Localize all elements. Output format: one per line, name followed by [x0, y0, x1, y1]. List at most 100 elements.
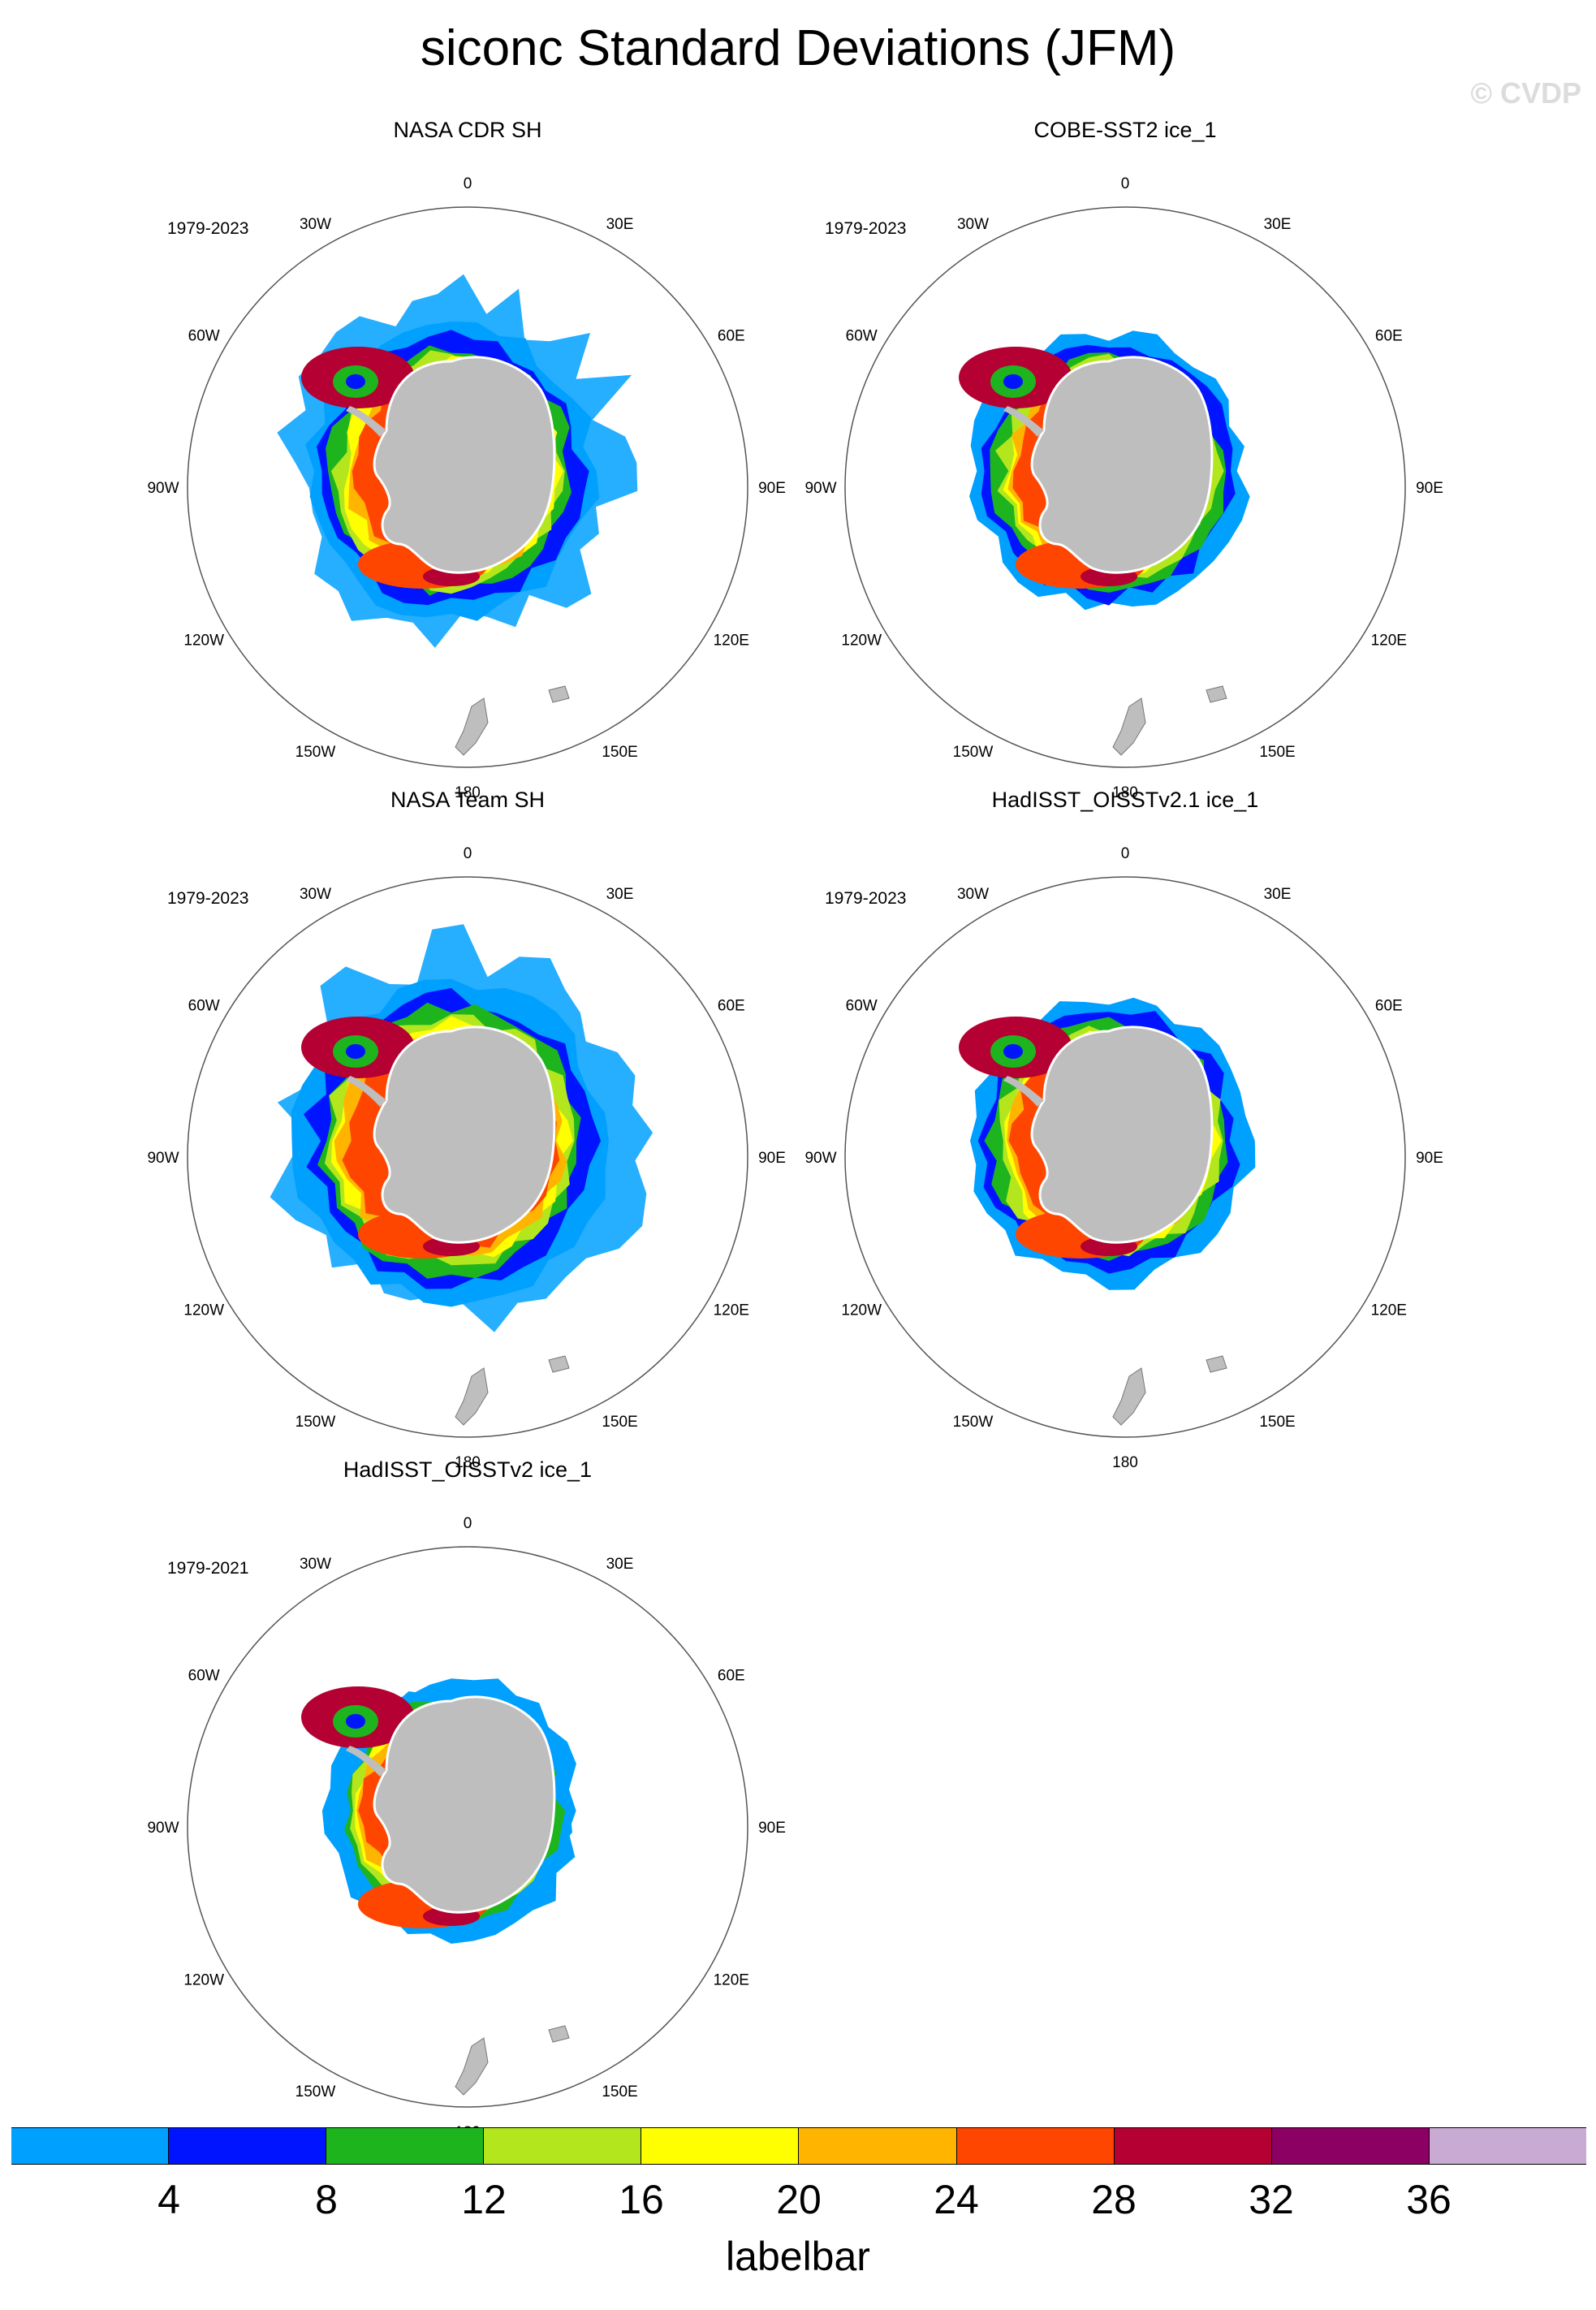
longitude-label: 90E	[1416, 1150, 1443, 1167]
longitude-label: 30W	[300, 216, 331, 233]
longitude-label: 150W	[295, 2083, 336, 2101]
colorbar-box	[1114, 2128, 1272, 2164]
longitude-label: 120W	[183, 1972, 224, 1989]
antarctica-landmass	[373, 356, 556, 574]
period-label: 1979-2023	[825, 889, 907, 908]
longitude-label: 120E	[1371, 1302, 1407, 1319]
longitude-label: 30W	[957, 886, 989, 903]
longitude-label: 180	[1112, 1454, 1138, 1471]
map-panel-nasa-cdr: NASA CDR SH 1979-2023 0 30E 60E 90E 120E 150E…	[143, 118, 792, 812]
antarctic-peninsula	[1003, 1076, 1044, 1107]
longitude-label: 150W	[953, 1414, 994, 1431]
colorbar-box	[326, 2128, 485, 2164]
colorbar-box	[1271, 2128, 1430, 2164]
longitude-label: 0	[464, 175, 472, 192]
map-boundary	[844, 876, 1406, 1438]
panel-title: NASA Team SH	[390, 788, 546, 812]
colorbar-caption: labelbar	[726, 2234, 870, 2279]
longitude-label: 150E	[1259, 1414, 1295, 1431]
colorbar-tick-label: 16	[619, 2177, 664, 2222]
longitude-label: 60W	[188, 1668, 220, 1685]
antarctic-peninsula	[1003, 406, 1044, 437]
longitude-label: 120W	[841, 1302, 882, 1319]
tasmania-landmass	[548, 2025, 570, 2043]
tasmania-landmass	[548, 1355, 570, 1373]
longitude-label: 90E	[1416, 480, 1443, 497]
map-panel-nasa-team: NASA Team SH 1979-2023 0 30E 60E 90E 120E 150…	[143, 788, 792, 1482]
longitude-label: 30W	[300, 886, 331, 903]
longitude-label: 120E	[714, 1302, 749, 1319]
panel-title: HadISST_OISSTv2.1 ice_1	[991, 788, 1259, 812]
colorbar-box	[11, 2128, 170, 2164]
longitude-label: 60E	[718, 328, 745, 345]
longitude-label: 0	[464, 845, 472, 862]
antarctic-peninsula	[346, 406, 386, 437]
colorbar	[11, 2127, 1586, 2165]
longitude-label: 60W	[188, 328, 220, 345]
colorbar-tick-label: 24	[934, 2177, 979, 2222]
colorbar-tick-label: 8	[315, 2177, 338, 2222]
longitude-label: 60E	[1375, 328, 1403, 345]
longitude-label: 150E	[602, 744, 637, 761]
longitude-label: 60E	[718, 998, 745, 1015]
longitude-label: 60W	[846, 998, 878, 1015]
colorbar-box	[956, 2128, 1115, 2164]
longitude-label: 0	[464, 1515, 472, 1532]
colorbar-tick-label: 12	[461, 2177, 507, 2222]
longitude-label: 0	[1121, 175, 1130, 192]
map-boundary	[187, 876, 748, 1438]
longitude-label: 90E	[758, 1820, 786, 1837]
colorbar-tick-label: 20	[776, 2177, 822, 2222]
longitude-label: 120W	[841, 633, 882, 650]
new-zealand-landmass	[1112, 1367, 1146, 1426]
longitude-label: 120W	[183, 1302, 224, 1319]
colorbar-box	[641, 2128, 800, 2164]
new-zealand-landmass	[455, 1367, 489, 1426]
longitude-label: 150E	[602, 2083, 637, 2101]
longitude-label: 90W	[804, 480, 836, 497]
antarctica-landmass	[1030, 356, 1214, 574]
map-boundary	[187, 1546, 748, 2108]
longitude-label: 120W	[183, 633, 224, 650]
longitude-label: 30E	[1264, 886, 1292, 903]
longitude-label: 90E	[758, 480, 786, 497]
colorbar-box	[799, 2128, 957, 2164]
panel-title: COBE-SST2 ice_1	[1033, 118, 1217, 142]
antarctica-landmass	[1030, 1025, 1214, 1244]
longitude-label: 120E	[1371, 633, 1407, 650]
map-boundary	[187, 206, 748, 768]
period-label: 1979-2023	[167, 219, 249, 238]
map-panel-cobe-sst2: COBE-SST2 ice_1 1979-2023 0 30E 60E 90E 120E…	[800, 118, 1450, 812]
colorbar-tick-label: 28	[1091, 2177, 1137, 2222]
longitude-label: 90W	[147, 1150, 179, 1167]
longitude-label: 150W	[953, 744, 994, 761]
longitude-label: 60W	[846, 328, 878, 345]
tasmania-landmass	[1206, 685, 1227, 703]
tasmania-landmass	[1206, 1355, 1227, 1373]
period-label: 1979-2021	[167, 1559, 249, 1578]
weddell-sea-core	[1003, 1044, 1023, 1059]
longitude-label: 120E	[714, 633, 749, 650]
longitude-label: 150E	[602, 1414, 637, 1431]
colorbar-box	[1429, 2128, 1586, 2164]
watermark: © CVDP	[1470, 76, 1581, 110]
antarctica-landmass	[373, 1695, 556, 1914]
weddell-sea-core	[346, 374, 365, 389]
longitude-label: 30W	[300, 1556, 331, 1573]
weddell-sea-core	[1003, 374, 1023, 389]
longitude-label: 60W	[188, 998, 220, 1015]
longitude-label: 30E	[606, 1556, 634, 1573]
longitude-label: 180	[455, 1454, 481, 1471]
antarctica-landmass	[373, 1025, 556, 1244]
antarctic-peninsula	[346, 1076, 386, 1107]
longitude-label: 120E	[714, 1972, 749, 1989]
colorbar-tick-label: 4	[157, 2177, 180, 2222]
longitude-label: 30E	[606, 886, 634, 903]
longitude-label: 30E	[1264, 216, 1292, 233]
new-zealand-landmass	[1112, 697, 1146, 756]
weddell-sea-core	[346, 1044, 365, 1059]
colorbar-box	[169, 2128, 327, 2164]
